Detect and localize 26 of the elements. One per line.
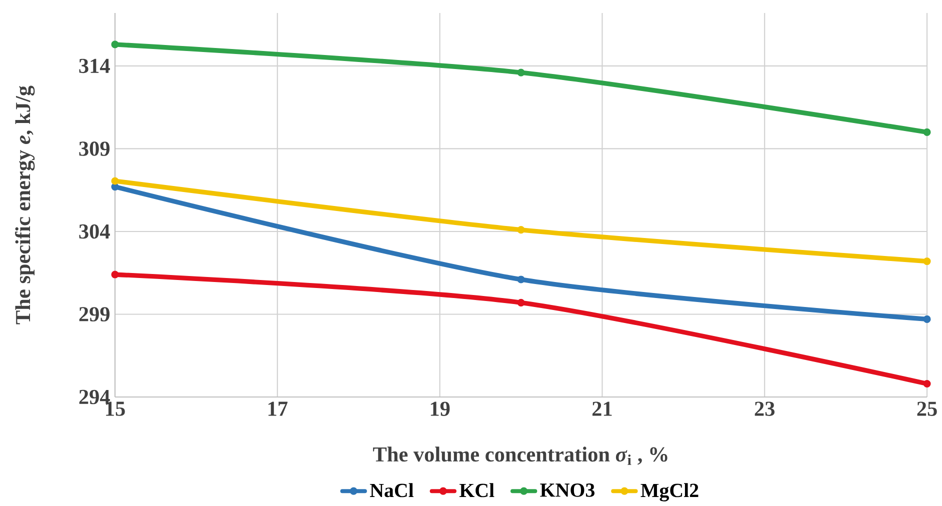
point [111,270,119,278]
point [923,315,931,323]
x-tick-label: 25 [917,402,937,416]
point [923,257,931,266]
point [517,298,525,306]
x-tick-label: 23 [754,402,775,416]
x-tick-label: 21 [592,402,612,416]
point [517,68,525,76]
x-tick-label: 17 [268,402,288,416]
point [923,128,931,136]
point [111,40,119,48]
point [517,276,525,284]
legend-label: MgCl2 [640,483,698,502]
point [111,177,119,185]
legend-label: NaCl [370,483,414,498]
y-tick-label: 299 [79,307,110,322]
x-tick-label: 19 [430,402,450,416]
y-tick-label: 304 [79,224,110,239]
legend-label: KCl [459,483,494,498]
y-axis-title: The specific energy e, kJ/g [15,86,35,324]
x-axis-title: The volume concentration σ$_{i}$ , % [373,446,668,465]
legend-label: KNO3 [540,483,594,497]
y-tick-label: 314 [79,58,110,74]
point [923,380,931,388]
y-tick-label: 309 [79,142,110,156]
point [517,226,525,234]
